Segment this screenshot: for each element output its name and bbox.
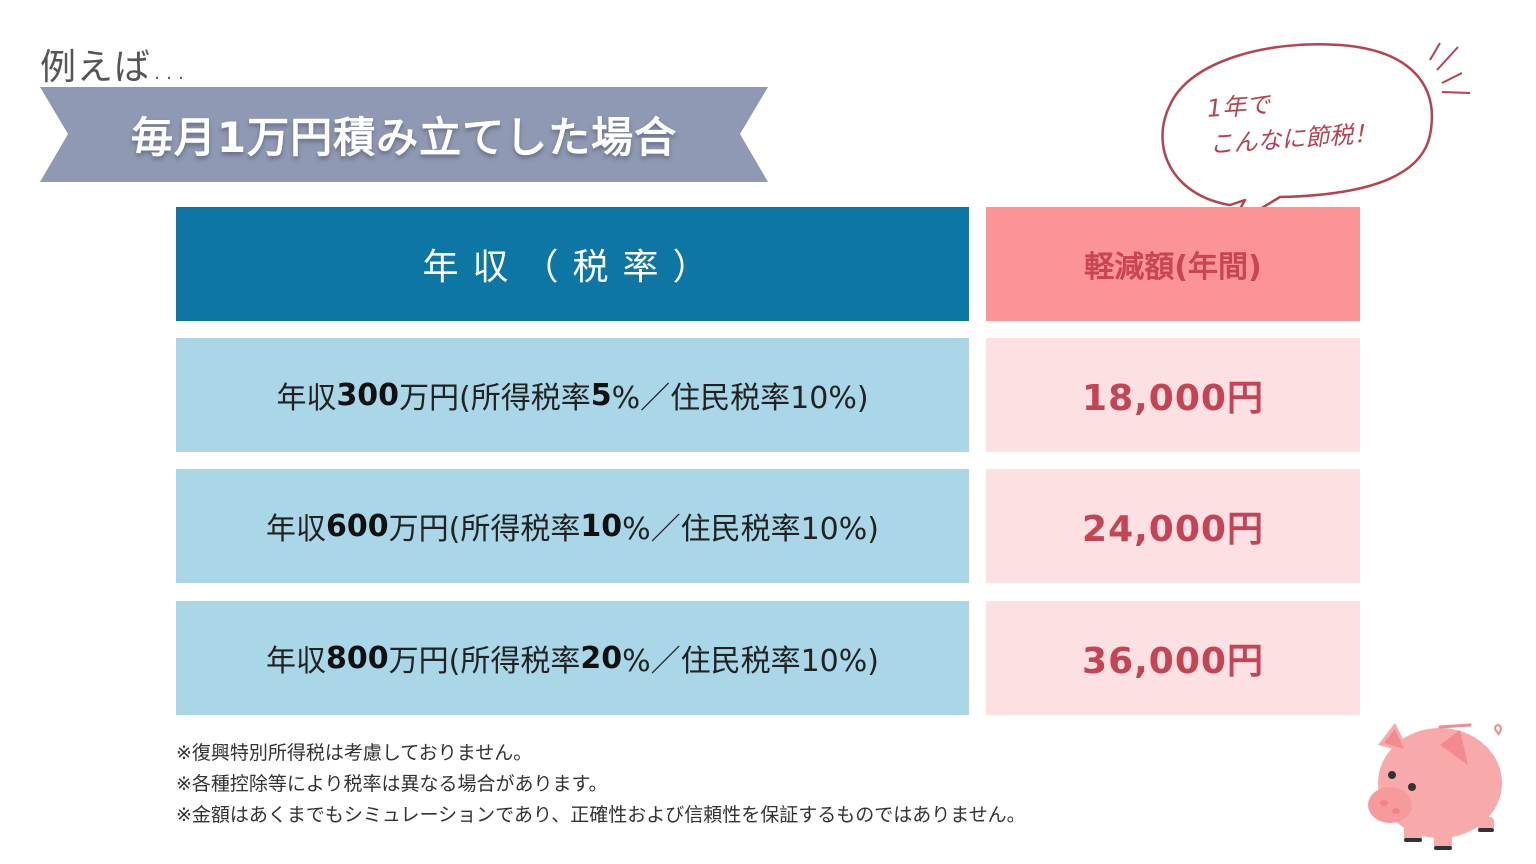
footnote: ※各種控除等により税率は異なる場合があります。: [176, 773, 608, 795]
income-suffix: %／住民税率10%): [622, 512, 879, 547]
intro-text: 例えば…: [40, 47, 189, 88]
header-reduction: 軽減額(年間): [986, 207, 1360, 321]
income-mid: 万円(所得税率: [399, 381, 591, 416]
ribbon-shape: [40, 87, 768, 182]
income-mid: 万円(所得税率: [388, 512, 581, 547]
footnote: ※金額はあくまでもシミュレーションであり、正確性および信頼性を保証するものではあ…: [176, 804, 1026, 826]
table-row-income: 年収 800 万円(所得税率 20 %／住民税率10%): [176, 601, 969, 715]
income-amount: 600: [326, 508, 389, 544]
income-tax-rate: 10: [580, 508, 623, 544]
footnotes: ※復興特別所得税は考慮しておりません。 ※各種控除等により税率は異なる場合があり…: [176, 738, 1026, 831]
bubble-text: 1年で こんなに節税！: [1206, 79, 1379, 163]
table-row-reduction: 24,000円: [986, 469, 1360, 583]
table-row-reduction: 18,000円: [986, 338, 1360, 452]
income-tax-rate: 20: [580, 640, 623, 676]
income-suffix: %／住民税率10%): [611, 381, 869, 416]
header-income: 年収（税率）: [176, 207, 969, 321]
table-row-income: 年収 300 万円(所得税率 5 %／住民税率10%): [176, 338, 969, 452]
table-row-reduction: 36,000円: [986, 601, 1360, 715]
income-amount: 300: [336, 377, 400, 413]
income-suffix: %／住民税率10%): [622, 644, 879, 679]
income-prefix: 年収: [266, 644, 326, 679]
footnote: ※復興特別所得税は考慮しておりません。: [176, 742, 533, 764]
income-mid: 万円(所得税率: [388, 644, 581, 679]
income-prefix: 年収: [276, 381, 337, 416]
income-amount: 800: [326, 640, 389, 676]
income-tax-rate: 5: [590, 377, 612, 413]
income-prefix: 年収: [266, 512, 326, 547]
speech-bubble-shape: [1161, 42, 1471, 229]
title-ribbon: 毎月1万円積み立てした場合: [40, 87, 768, 182]
speech-bubble: [1150, 35, 1471, 235]
table-row-income: 年収 600 万円(所得税率 10 %／住民税率10%): [176, 469, 969, 583]
page-title: 毎月1万円積み立てした場合: [130, 113, 678, 162]
piggy-bank-icon: [1360, 705, 1510, 855]
